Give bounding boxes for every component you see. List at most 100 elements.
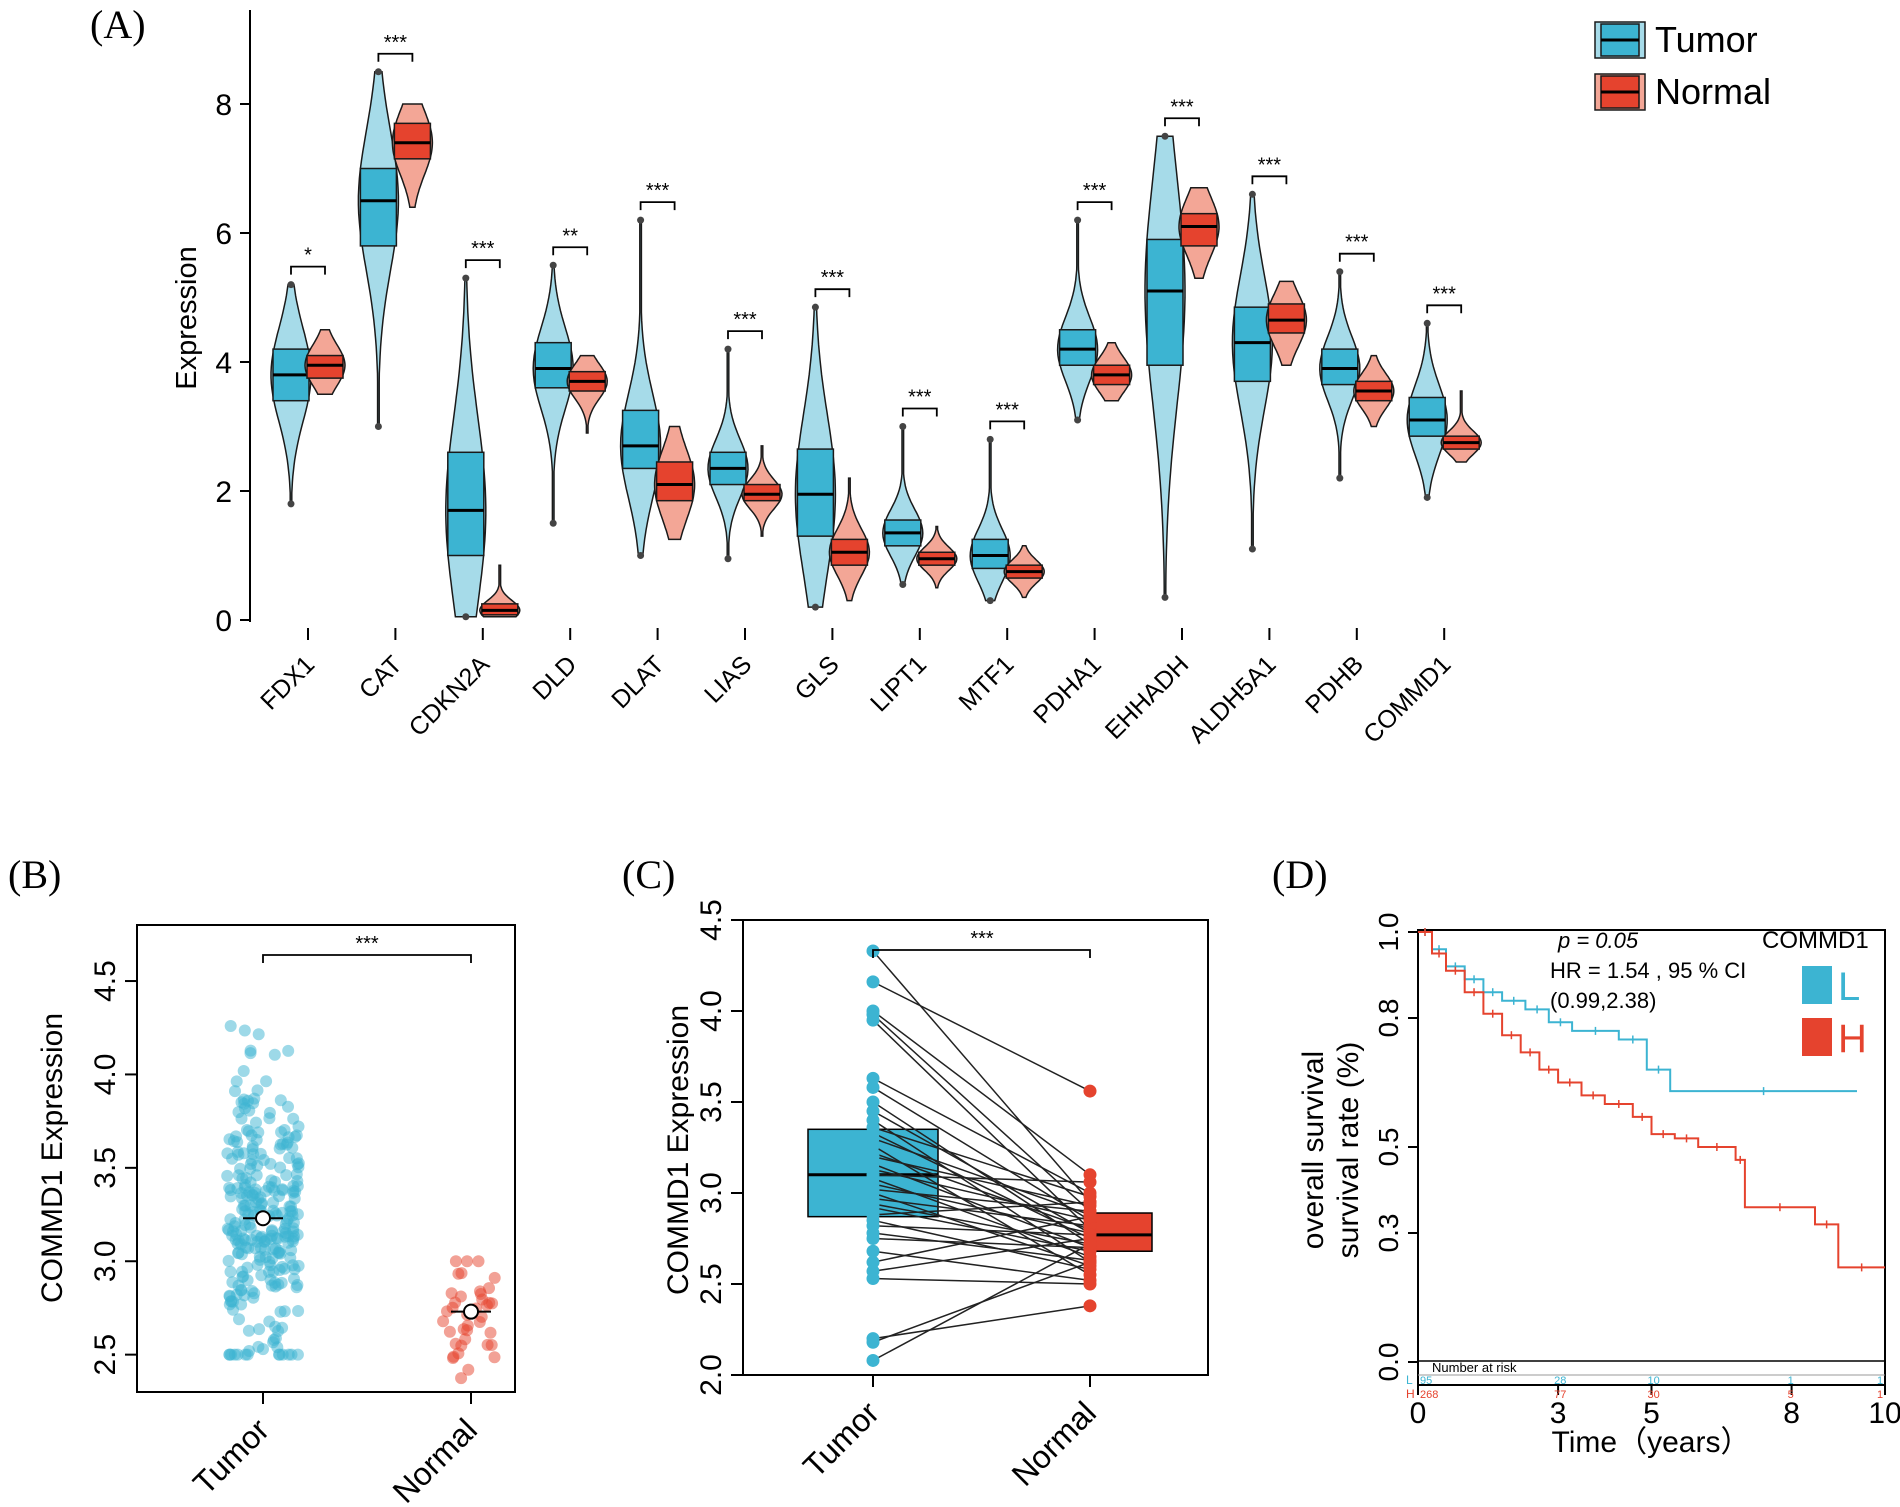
normal-point [488,1351,501,1364]
tumor-point [221,1222,234,1235]
x-tick-label: Normal [386,1411,484,1507]
y-tick-label: 4.5 [695,899,728,941]
tumor-point [260,1075,273,1088]
tumor-point [286,1205,299,1218]
x-tick-label: GLS [789,650,844,705]
y-tick-label: 0.8 [1373,999,1404,1038]
legend-tumor-label: Tumor [1655,19,1758,60]
tumor-point [246,1285,258,1297]
normal-point [461,1255,474,1268]
tumor-point [866,1080,880,1094]
normal-point [473,1316,486,1328]
tumor-point [235,1248,248,1261]
pair-line [872,1137,1091,1216]
outlier-point [899,423,907,430]
tumor-violin [969,438,1011,602]
significance-bracket [552,246,589,256]
significance-label: *** [996,399,1020,421]
y-tick-label: 0.0 [1373,1343,1404,1382]
pair-line [872,1305,1091,1340]
pair-line [872,1077,1091,1194]
tumor-point [241,1124,253,1136]
x-tick-label: FDX1 [255,650,320,715]
outlier-point [899,581,907,589]
pair-line [872,1277,1091,1285]
x-tick-label: LIPT1 [865,650,932,717]
tumor-point [281,1214,293,1227]
tumor-point [866,1071,880,1085]
significance-bracket [290,265,326,275]
y-tick-label: 4 [215,347,232,380]
outlier-point [986,597,994,605]
tumor-point [237,1147,250,1160]
outlier-point [811,303,819,311]
tumor-box [1233,306,1272,383]
outlier-point [1336,268,1344,276]
normal-point [485,1339,498,1351]
tumor-point [233,1313,245,1326]
panel-label-d: (D) [1272,852,1328,897]
tumor-point [226,1276,239,1289]
tumor-point [257,1343,269,1356]
legend-h-label: H [1838,1017,1867,1061]
x-axis-label: Time（years） [1552,1426,1751,1459]
risk-table-count: 1 [1788,1375,1794,1387]
tumor-point [231,1237,244,1250]
risk-table-count: 1 [1877,1389,1883,1401]
tumor-box [1321,348,1359,386]
risk-table-count: 268 [1420,1389,1438,1401]
pair-line [872,1019,1091,1230]
plot-frame [136,924,516,1393]
pair-line [872,1152,1091,1231]
normal-box [1267,303,1306,334]
tumor-point [227,1135,240,1148]
significance-bracket [464,259,501,269]
risk-table-count: 5 [1788,1389,1794,1401]
tumor-point [253,1323,266,1336]
legend-normal-label: Normal [1655,71,1771,112]
tumor-point [282,1044,295,1057]
tumor-violin [357,71,400,428]
normal-point [455,1372,468,1385]
tumor-point [250,1116,262,1129]
pair-line [872,1201,1091,1216]
y-tick-label: 8 [215,89,232,122]
y-tick-label: 3.0 [695,1172,728,1214]
y-axis-label-line2: survival rate (%) [1332,1042,1365,1259]
significance-label: *** [646,180,670,202]
tumor-point [866,1244,880,1258]
significance-label: *** [1433,283,1457,305]
pair-line [872,1110,1091,1234]
tumor-point [244,1221,257,1234]
outlier-point [287,500,295,508]
tumor-point [287,1112,300,1125]
tumor-point [866,1104,880,1118]
significance-bracket [872,949,1091,958]
tumor-point [243,1104,256,1117]
y-tick-label: 3.0 [89,1240,122,1282]
y-tick-label: 2.0 [695,1354,728,1396]
significance-bracket [1426,304,1463,314]
pair-line [872,1168,1091,1222]
outlier-point [724,555,732,563]
outlier-point [1161,593,1169,601]
y-tick-label: 4.0 [89,1054,122,1096]
mean-marker [255,1210,271,1227]
risk-table-title: Number at risk [1432,1360,1517,1375]
panel-label-a: (A) [90,2,146,47]
outlier-point [1336,474,1344,482]
tumor-point [284,1251,297,1264]
tumor-point [272,1246,285,1259]
tumor-point [277,1225,290,1238]
tumor-point [249,1186,261,1199]
x-tick-label: 0 [1410,1397,1427,1430]
tumor-point [232,1169,245,1182]
tumor-point [267,1265,280,1278]
legend-l-swatch [1802,966,1832,1004]
tumor-box [447,451,485,557]
tumor-point [289,1185,302,1198]
normal-point [1083,1195,1097,1209]
significance-label: ** [562,225,578,247]
risk-table-count: 10 [1648,1375,1660,1387]
y-tick-label: 6 [215,218,232,251]
